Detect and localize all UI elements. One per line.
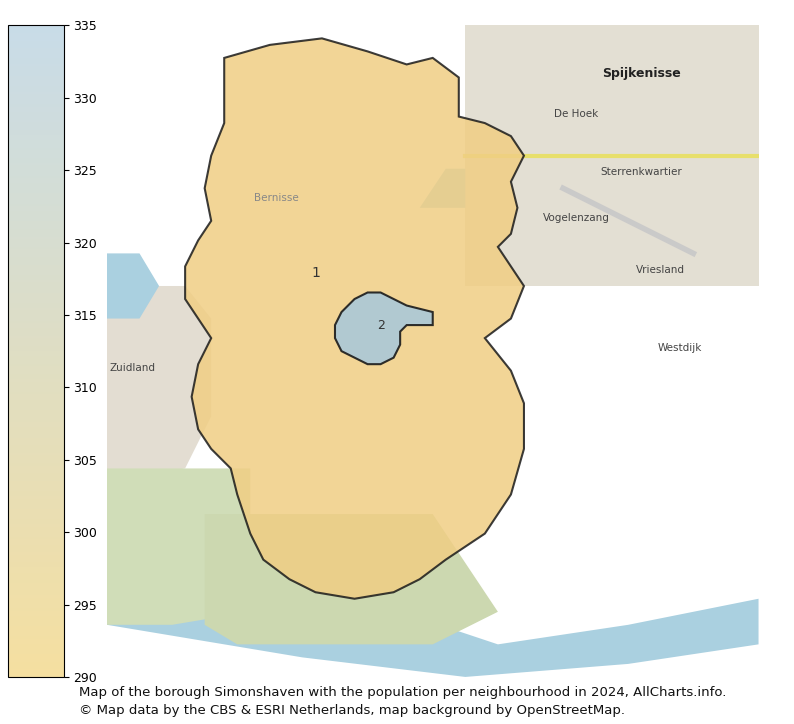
- Text: Bernisse: Bernisse: [254, 193, 299, 203]
- Polygon shape: [107, 253, 159, 319]
- Text: Westdijk: Westdijk: [658, 343, 703, 353]
- Text: Vogelenzang: Vogelenzang: [542, 213, 610, 223]
- Polygon shape: [205, 514, 498, 644]
- Polygon shape: [335, 292, 433, 364]
- Text: 2: 2: [376, 319, 384, 332]
- Polygon shape: [465, 25, 758, 286]
- Polygon shape: [185, 38, 524, 599]
- Text: Sterrenkwartier: Sterrenkwartier: [600, 167, 682, 177]
- Text: Map of the borough Simonshaven with the population per neighbourhood in 2024, Al: Map of the borough Simonshaven with the …: [79, 686, 727, 699]
- Text: Vriesland: Vriesland: [636, 265, 685, 275]
- Text: © Map data by the CBS & ESRI Netherlands, map background by OpenStreetMap.: © Map data by the CBS & ESRI Netherlands…: [79, 704, 626, 717]
- Text: Spijkenisse: Spijkenisse: [602, 67, 680, 80]
- Polygon shape: [107, 579, 758, 677]
- Text: De Hoek: De Hoek: [554, 109, 598, 119]
- Polygon shape: [107, 286, 211, 481]
- Polygon shape: [107, 468, 250, 625]
- Text: 1: 1: [311, 266, 320, 280]
- Polygon shape: [420, 169, 465, 208]
- Text: Zuidland: Zuidland: [110, 363, 156, 373]
